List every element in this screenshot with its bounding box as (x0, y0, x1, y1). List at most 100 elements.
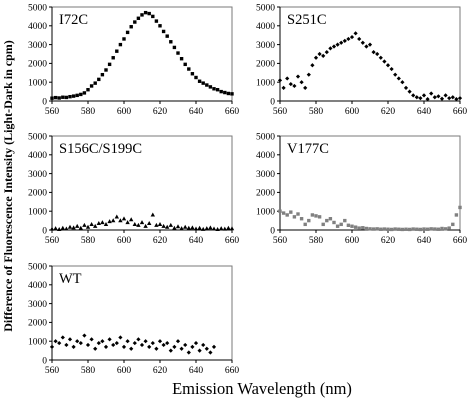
data-point (443, 227, 448, 231)
data-point (350, 224, 354, 228)
y-tick-label: 5000 (28, 262, 47, 272)
data-point (201, 81, 205, 85)
data-point (175, 224, 181, 229)
data-point (432, 95, 437, 100)
x-tick-label: 600 (345, 107, 360, 117)
data-point (310, 213, 315, 217)
data-point (292, 215, 297, 219)
y-tick-label: 1000 (28, 79, 47, 89)
data-point (85, 224, 91, 229)
data-point (306, 72, 311, 77)
data-point (118, 218, 123, 223)
y-tick-label: 5000 (28, 132, 47, 142)
data-point (168, 222, 173, 227)
data-point (421, 93, 427, 98)
data-point (353, 225, 358, 229)
data-point (382, 59, 387, 64)
data-point (154, 19, 159, 23)
data-point (71, 225, 76, 230)
data-point (165, 224, 170, 229)
data-point (154, 222, 159, 227)
data-point (400, 227, 405, 232)
x-tick-label: 580 (309, 236, 324, 246)
data-point (147, 11, 151, 16)
data-point (411, 93, 416, 98)
data-point (60, 225, 65, 230)
data-point (118, 335, 123, 340)
x-tick-label: 640 (189, 107, 204, 117)
data-point (400, 80, 405, 85)
y-tick-label: 4000 (28, 22, 47, 32)
data-point (375, 51, 380, 57)
data-point (136, 337, 141, 342)
data-point (97, 77, 101, 82)
data-point (226, 225, 231, 230)
data-point (111, 56, 115, 60)
data-point (129, 217, 134, 222)
data-point (107, 219, 112, 224)
data-point (458, 205, 462, 210)
y-axis-title: Difference of Fluorescence Intensity (Li… (1, 40, 15, 332)
data-point (71, 94, 76, 98)
y-tick-label: 1000 (28, 208, 47, 218)
y-tick-label: 2000 (256, 189, 275, 199)
data-point (172, 45, 177, 50)
data-point (193, 340, 199, 346)
data-point (361, 226, 365, 230)
data-point (150, 340, 155, 346)
data-point (368, 227, 372, 231)
data-point (415, 227, 419, 231)
data-point (132, 221, 137, 226)
data-point (349, 34, 355, 40)
data-point (281, 85, 286, 90)
data-point (139, 342, 145, 348)
data-point (50, 96, 54, 100)
data-point (89, 221, 94, 226)
data-point (86, 88, 90, 92)
data-point (211, 226, 217, 231)
data-point (161, 29, 166, 34)
y-tick-label: 0 (42, 356, 47, 366)
data-point (364, 226, 369, 231)
data-point (75, 223, 80, 228)
data-point (371, 227, 376, 231)
panel-label: I72C (59, 12, 88, 28)
data-point (360, 40, 365, 45)
data-point (168, 348, 173, 353)
data-point (403, 85, 409, 90)
data-point (454, 213, 459, 217)
data-point (230, 92, 234, 96)
data-point (393, 72, 398, 77)
x-tick-label: 560 (273, 107, 288, 117)
y-tick-label: 3000 (28, 170, 47, 180)
data-point (418, 96, 423, 101)
data-point (204, 346, 209, 351)
data-point (277, 78, 283, 83)
data-point (285, 213, 289, 217)
data-point (67, 337, 73, 342)
data-point (82, 222, 87, 227)
data-point (64, 226, 69, 231)
data-point (219, 226, 224, 231)
data-point (310, 63, 315, 68)
data-point (346, 36, 351, 42)
data-point (339, 40, 344, 45)
data-point (295, 74, 301, 79)
data-point (89, 337, 94, 342)
data-point (89, 84, 94, 88)
data-point (226, 91, 231, 96)
data-point (129, 25, 133, 29)
data-point (78, 225, 83, 230)
data-point (190, 225, 195, 230)
y-tick-label: 4000 (256, 22, 275, 32)
data-point (375, 227, 379, 231)
data-point (313, 55, 319, 60)
data-point (157, 339, 163, 344)
x-axis-title: Emission Wavelength (nm) (172, 379, 352, 398)
data-point (339, 222, 343, 227)
data-point (150, 212, 155, 217)
data-point (68, 94, 72, 99)
x-tick-label: 640 (189, 236, 204, 246)
x-tick-label: 600 (117, 107, 132, 117)
data-point (201, 342, 206, 348)
